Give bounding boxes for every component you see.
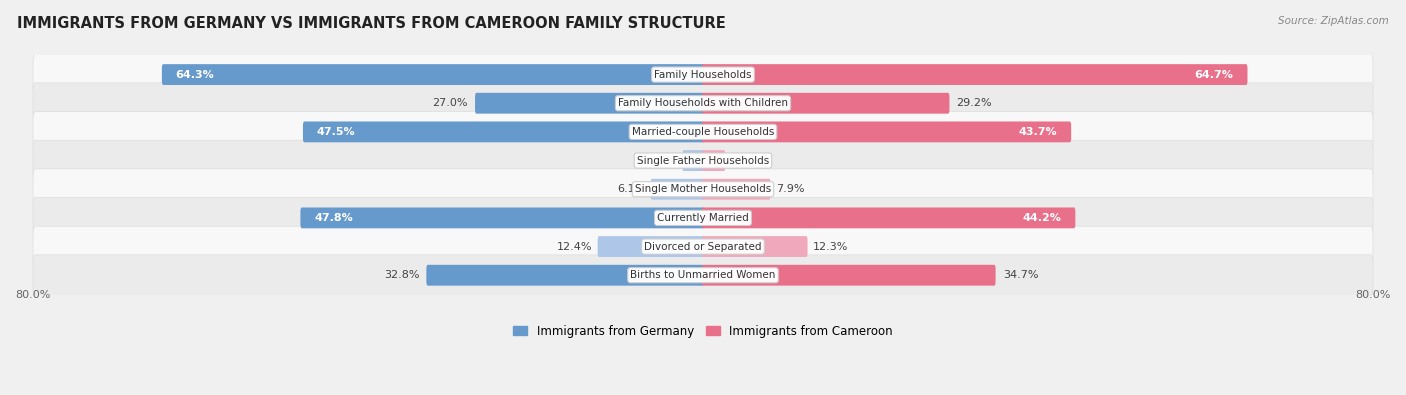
FancyBboxPatch shape (426, 265, 704, 286)
FancyBboxPatch shape (702, 93, 949, 114)
FancyBboxPatch shape (162, 64, 704, 85)
Text: IMMIGRANTS FROM GERMANY VS IMMIGRANTS FROM CAMEROON FAMILY STRUCTURE: IMMIGRANTS FROM GERMANY VS IMMIGRANTS FR… (17, 16, 725, 31)
Text: 12.3%: 12.3% (813, 242, 848, 252)
Text: 12.4%: 12.4% (557, 242, 592, 252)
Text: 80.0%: 80.0% (15, 290, 51, 300)
Text: Single Mother Households: Single Mother Households (636, 184, 770, 194)
Text: 47.8%: 47.8% (315, 213, 353, 223)
Text: 29.2%: 29.2% (956, 98, 993, 108)
Text: 2.3%: 2.3% (648, 156, 676, 166)
FancyBboxPatch shape (32, 140, 1374, 181)
FancyBboxPatch shape (32, 226, 1374, 267)
Legend: Immigrants from Germany, Immigrants from Cameroon: Immigrants from Germany, Immigrants from… (509, 320, 897, 342)
FancyBboxPatch shape (301, 207, 704, 228)
FancyBboxPatch shape (702, 122, 1071, 142)
FancyBboxPatch shape (32, 83, 1374, 124)
Text: 80.0%: 80.0% (1355, 290, 1391, 300)
Text: Family Households with Children: Family Households with Children (619, 98, 787, 108)
FancyBboxPatch shape (32, 169, 1374, 210)
Text: 64.3%: 64.3% (176, 70, 215, 79)
FancyBboxPatch shape (702, 207, 1076, 228)
FancyBboxPatch shape (32, 111, 1374, 152)
Text: Currently Married: Currently Married (657, 213, 749, 223)
Text: 44.2%: 44.2% (1022, 213, 1062, 223)
FancyBboxPatch shape (702, 265, 995, 286)
FancyBboxPatch shape (702, 236, 807, 257)
Text: Married-couple Households: Married-couple Households (631, 127, 775, 137)
Text: 32.8%: 32.8% (384, 270, 419, 280)
Text: 43.7%: 43.7% (1019, 127, 1057, 137)
Text: 34.7%: 34.7% (1002, 270, 1038, 280)
Text: 47.5%: 47.5% (316, 127, 356, 137)
FancyBboxPatch shape (651, 179, 704, 199)
FancyBboxPatch shape (598, 236, 704, 257)
FancyBboxPatch shape (32, 255, 1374, 295)
Text: Divorced or Separated: Divorced or Separated (644, 242, 762, 252)
Text: Births to Unmarried Women: Births to Unmarried Women (630, 270, 776, 280)
FancyBboxPatch shape (702, 64, 1247, 85)
FancyBboxPatch shape (32, 54, 1374, 95)
Text: Source: ZipAtlas.com: Source: ZipAtlas.com (1278, 16, 1389, 26)
Text: 64.7%: 64.7% (1195, 70, 1233, 79)
Text: 7.9%: 7.9% (776, 184, 804, 194)
Text: 27.0%: 27.0% (433, 98, 468, 108)
Text: 2.5%: 2.5% (731, 156, 759, 166)
FancyBboxPatch shape (302, 122, 704, 142)
FancyBboxPatch shape (702, 179, 770, 199)
Text: 6.1%: 6.1% (617, 184, 645, 194)
FancyBboxPatch shape (702, 150, 725, 171)
FancyBboxPatch shape (32, 198, 1374, 238)
FancyBboxPatch shape (475, 93, 704, 114)
Text: Single Father Households: Single Father Households (637, 156, 769, 166)
Text: Family Households: Family Households (654, 70, 752, 79)
FancyBboxPatch shape (682, 150, 704, 171)
